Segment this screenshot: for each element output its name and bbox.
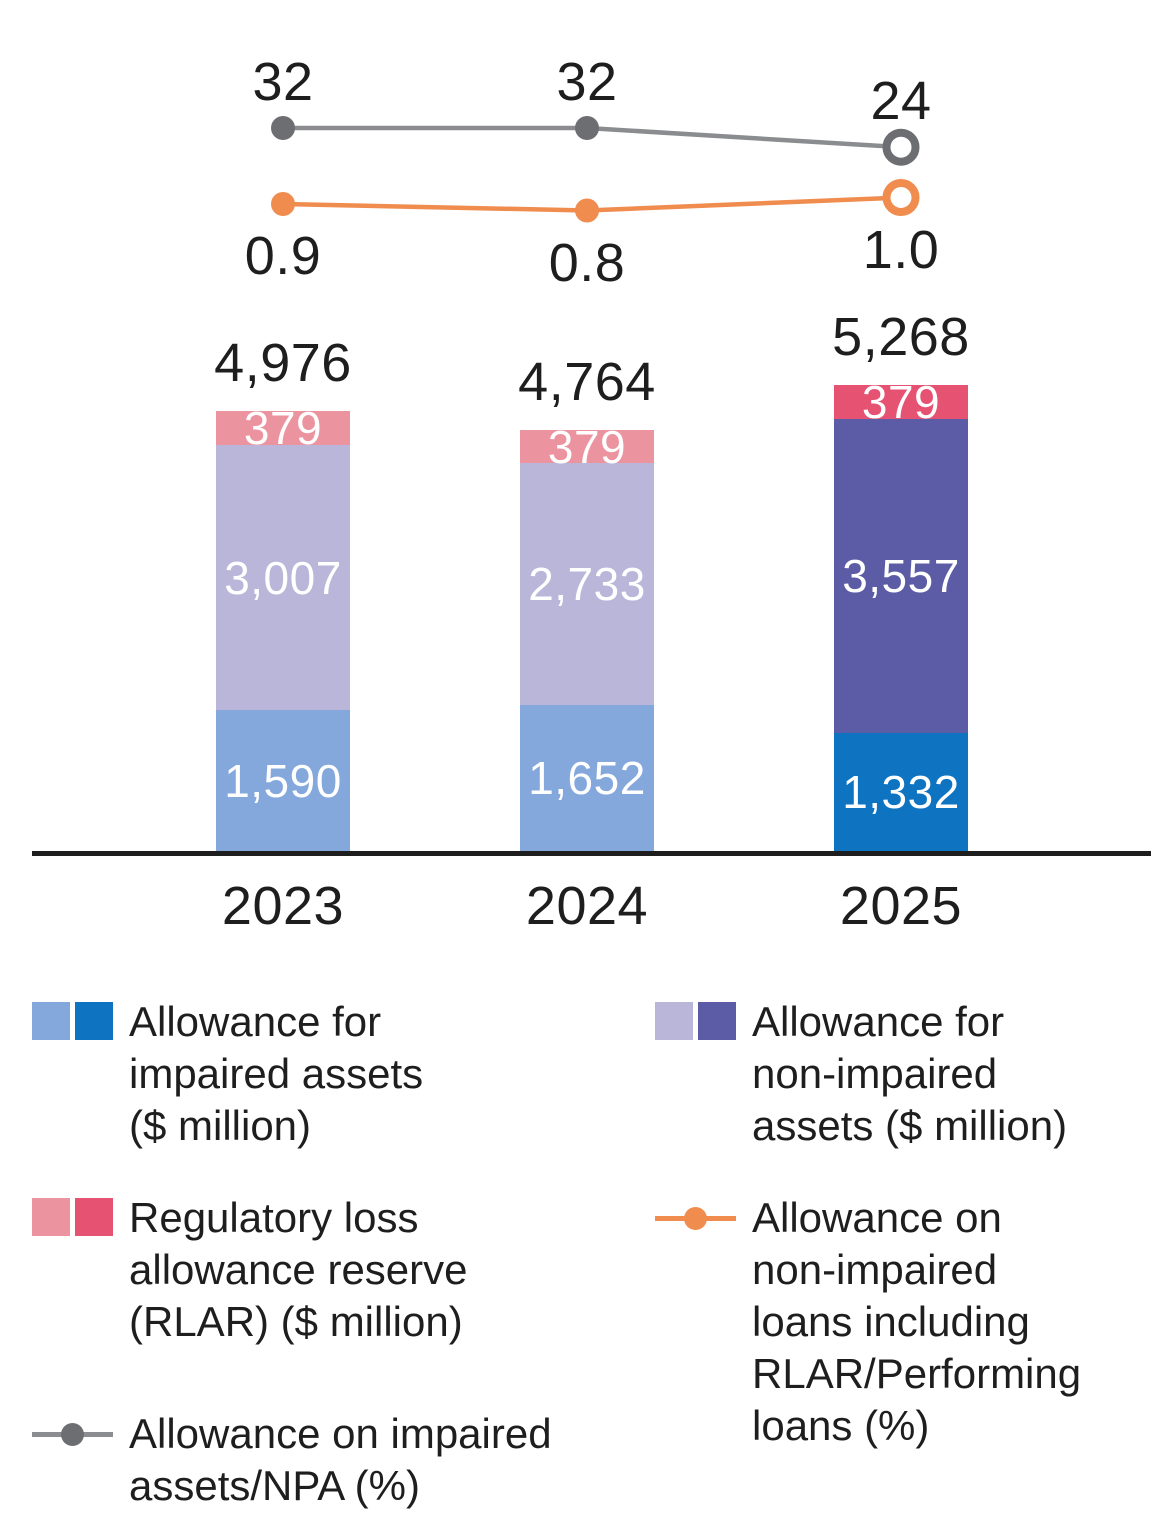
bar-segment-2025-impaired	[834, 733, 968, 851]
bar-total-value-2023: 4,976	[214, 333, 352, 394]
bar-segment-value-2023-2: 379	[243, 401, 323, 454]
legend-item-npa-line: Allowance on impaired assets/NPA (%)	[32, 1408, 672, 1512]
bar-segment-2024-impaired	[520, 704, 654, 851]
impaired-swatch-pair-icon	[32, 1002, 113, 1040]
bar-segment-2024-rlar	[520, 429, 654, 464]
non-impaired-dark-swatch-icon	[698, 1002, 736, 1040]
legend-item-impaired-assets: Allowance for impaired assets ($ million…	[32, 996, 632, 1152]
bar-segment-2023-non_impaired	[216, 444, 350, 711]
bar-segment-value-2025-0: 1,332	[842, 766, 960, 819]
legend-label-impaired-assets: Allowance for impaired assets ($ million…	[129, 998, 424, 1149]
bar-total-value-2024: 4,764	[518, 351, 656, 412]
performing-value-2023: 0.9	[244, 226, 322, 286]
legend-item-performing-loans-line: Allowance on non-impaired loans includin…	[655, 1192, 1160, 1452]
x-tick-label-2024: 2024	[525, 876, 649, 936]
npa-marker-2024	[575, 116, 599, 140]
legend-label-rlar: Regulatory loss allowance reserve (RLAR)…	[129, 1194, 468, 1345]
bar-segment-2023-rlar	[216, 411, 350, 445]
bar-segment-value-2024-1: 2,733	[528, 558, 646, 611]
legend-label-performing-loans: Allowance on non-impaired loans includin…	[752, 1194, 1082, 1449]
legend-label-npa: Allowance on impaired assets/NPA (%)	[129, 1410, 552, 1509]
rlar-swatch-pair-icon	[32, 1198, 113, 1236]
rlar-dark-swatch-icon	[75, 1198, 113, 1236]
bar-segment-2024-non_impaired	[520, 463, 654, 705]
non-impaired-swatch-pair-icon	[655, 1002, 736, 1040]
npa-value-2024: 32	[556, 52, 618, 112]
bar-segment-2023-impaired	[216, 710, 350, 851]
performing-line	[282, 195, 902, 213]
impaired-light-swatch-icon	[32, 1002, 70, 1040]
x-tick-label-2023: 2023	[221, 876, 345, 936]
npa-marker-2023	[271, 116, 295, 140]
bar-segment-2025-non_impaired	[834, 418, 968, 734]
non-impaired-light-swatch-icon	[655, 1002, 693, 1040]
bar-segment-value-2025-1: 3,557	[842, 550, 960, 603]
performing-value-2025: 1.0	[862, 219, 940, 280]
legend-item-non-impaired-assets: Allowance for non-impaired assets ($ mil…	[655, 996, 1160, 1152]
performing-marker-2023	[271, 192, 295, 216]
legend-label-non-impaired-assets: Allowance for non-impaired assets ($ mil…	[752, 998, 1068, 1149]
performing-line-marker-icon	[655, 1192, 736, 1244]
bar-segment-value-2024-0: 1,652	[528, 751, 646, 804]
npa-value-2023: 32	[252, 52, 314, 112]
bar-segment-value-2023-1: 3,007	[224, 551, 342, 604]
performing-value-2024: 0.8	[548, 232, 626, 293]
npa-value-2025: 24	[870, 71, 932, 132]
npa-line-marker-icon	[32, 1408, 113, 1460]
bar-segment-value-2024-2: 379	[547, 420, 627, 473]
performing-open-marker-2025	[882, 179, 920, 216]
bar-segment-value-2025-2: 379	[861, 376, 941, 429]
impaired-dark-swatch-icon	[75, 1002, 113, 1040]
bar-total-value-2025: 5,268	[832, 307, 970, 368]
performing-marker-2024	[575, 198, 599, 223]
legend-item-rlar: Regulatory loss allowance reserve (RLAR)…	[32, 1192, 632, 1348]
npa-open-marker-2025	[882, 128, 920, 166]
x-tick-label-2025: 2025	[839, 876, 963, 936]
bar-segment-value-2023-0: 1,590	[224, 754, 342, 807]
rlar-light-swatch-icon	[32, 1198, 70, 1236]
bar-segment-2025-rlar	[834, 385, 968, 419]
x-axis-line	[32, 851, 1151, 856]
